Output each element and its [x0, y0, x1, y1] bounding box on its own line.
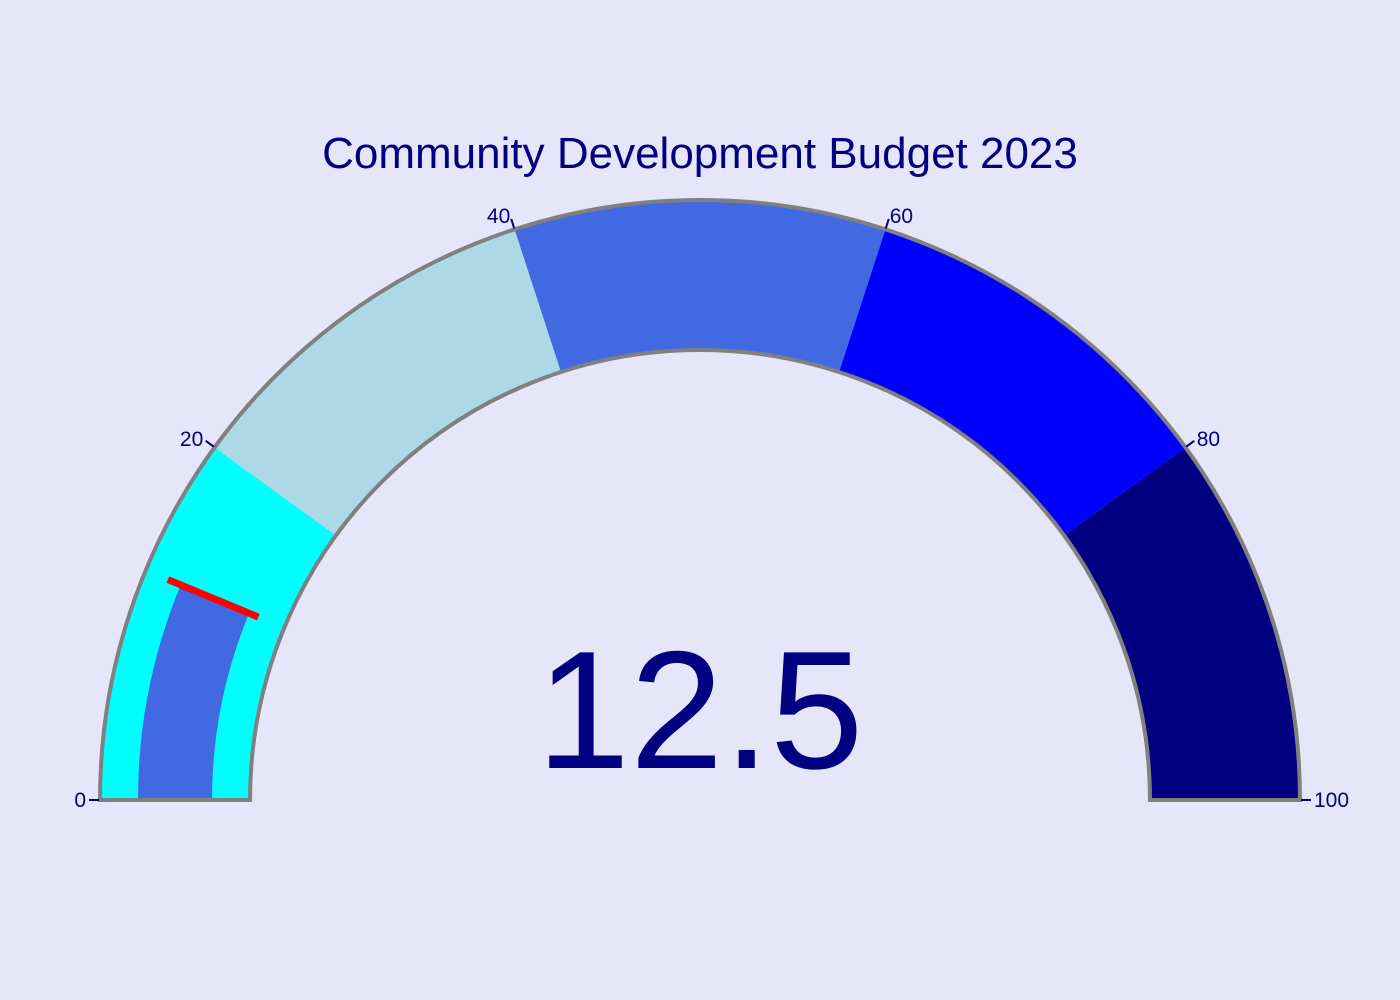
- gauge-threshold-line: [166, 576, 260, 621]
- gauge-tick-label-0: 0: [74, 789, 86, 812]
- gauge-tick-60: [884, 218, 890, 229]
- gauge-tick-label-100: 100: [1314, 789, 1349, 812]
- gauge-tick-20: [205, 440, 215, 448]
- gauge-tick-label-40: 40: [487, 205, 510, 228]
- gauge-step-2: [514, 200, 886, 373]
- gauge-tick-40: [510, 218, 516, 229]
- gauge-step-1: [214, 229, 561, 536]
- gauge-value-number: 12.5: [537, 616, 864, 804]
- gauge-step-4: [1064, 447, 1300, 800]
- gauge-tick-label-20: 20: [180, 428, 203, 451]
- gauge-ticks: 0 20 40 60 80 100: [74, 205, 1349, 812]
- gauge-border: [97, 198, 1303, 802]
- gauge-border-layer: [97, 198, 1303, 802]
- gauge-tick-label-80: 80: [1197, 428, 1220, 451]
- gauge-value-bar: [138, 584, 250, 800]
- gauge-tick-label-60: 60: [890, 205, 913, 228]
- gauge-tick-80: [1185, 440, 1195, 448]
- gauge-threshold-layer: [166, 576, 260, 621]
- gauge-value-bar-layer: [138, 584, 250, 800]
- chart-title: Community Development Budget 2023: [322, 129, 1078, 178]
- gauge-step-3: [839, 229, 1186, 536]
